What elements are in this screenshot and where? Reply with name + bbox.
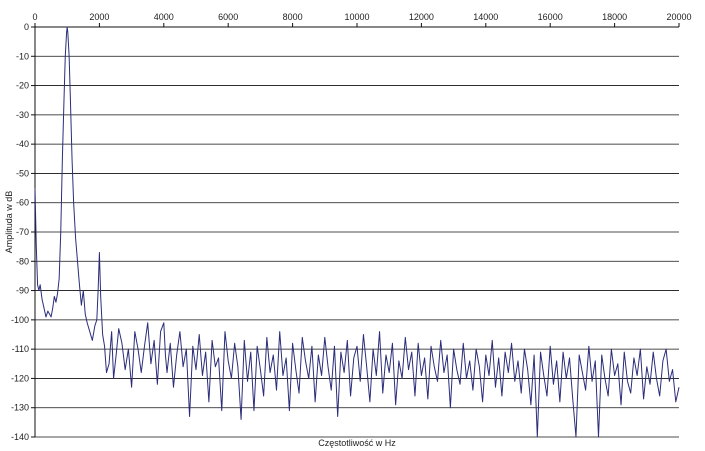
y-tick-label-4: -40	[16, 139, 29, 149]
x-axis-title: Częstotliwość w Hz	[318, 438, 396, 448]
y-tick-label-9: -90	[16, 286, 29, 296]
x-tick-label-0: 0	[32, 12, 37, 22]
gridlines	[35, 26, 679, 438]
y-tick-label-1: -10	[16, 51, 29, 61]
y-tick-label-6: -60	[16, 198, 29, 208]
y-axis-ticks: 0 -10 -20 -30 -40 -50 -60 -70 -80 -90 -100 -110 -120…	[11, 22, 35, 442]
x-axis-ticks: 0 2000 4000 6000 8000 10000 12000 14000 16000 180…	[32, 12, 692, 27]
y-tick-label-13: -130	[11, 403, 29, 413]
y-tick-label-11: -110	[12, 344, 29, 354]
x-tick-label-8: 16000	[538, 12, 563, 22]
x-tick-label-1: 2000	[89, 12, 109, 22]
y-tick-label-10: -100	[11, 315, 29, 325]
y-tick-label-0: 0	[24, 22, 29, 32]
x-tick-label-5: 10000	[344, 12, 369, 22]
x-tick-label-2: 4000	[154, 12, 174, 22]
y-tick-label-12: -120	[11, 373, 29, 383]
y-tick-label-8: -80	[16, 256, 29, 266]
y-tick-label-3: -30	[16, 110, 29, 120]
x-tick-label-4: 8000	[283, 12, 303, 22]
x-tick-label-10: 20000	[666, 12, 691, 22]
x-tick-label-7: 14000	[473, 12, 498, 22]
x-tick-label-3: 6000	[218, 12, 238, 22]
axis-lines	[34, 26, 679, 437]
y-tick-label-5: -50	[16, 168, 29, 178]
x-tick-label-6: 12000	[409, 12, 434, 22]
y-tick-label-14: -140	[11, 432, 29, 442]
y-tick-label-7: -70	[16, 227, 29, 237]
y-tick-label-2: -20	[16, 81, 29, 91]
series-line-0	[34, 26, 680, 438]
x-tick-label-9: 18000	[602, 12, 627, 22]
y-axis-title: Amplituda w dB	[4, 191, 14, 254]
series-layer	[34, 26, 680, 438]
